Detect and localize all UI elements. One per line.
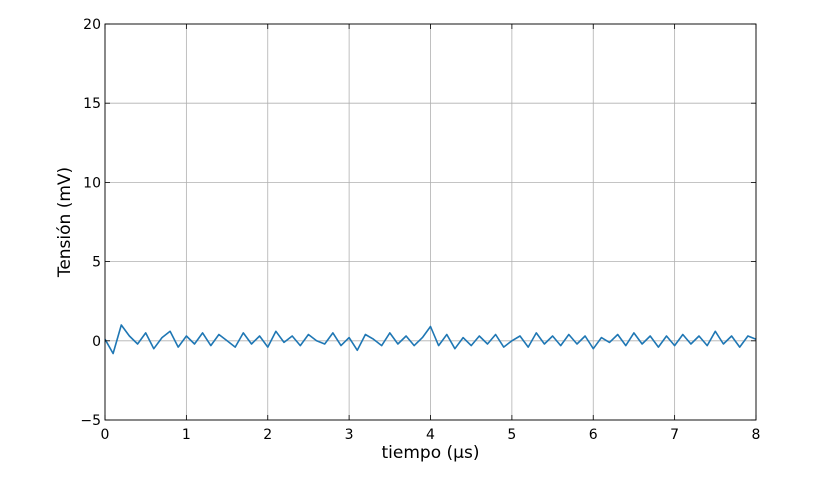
y-tick-label: 0 — [92, 334, 101, 350]
y-tick-label: 20 — [83, 17, 101, 33]
x-tick-label: 7 — [670, 427, 679, 443]
x-tick-label: 5 — [507, 427, 516, 443]
x-axis-label: tiempo (µs) — [382, 443, 480, 463]
y-tick-label: 15 — [83, 96, 101, 112]
x-tick-label: 3 — [345, 427, 354, 443]
x-axis-ticks: 0 1 2 3 4 5 6 7 8 — [101, 24, 761, 443]
x-tick-label: 2 — [263, 427, 272, 443]
grid-lines — [104, 23, 757, 421]
x-tick-label: 4 — [426, 427, 435, 443]
y-axis-label: Tensión (mV) — [55, 167, 75, 278]
x-tick-label: 1 — [182, 427, 191, 443]
x-tick-label: 8 — [752, 427, 761, 443]
y-tick-label: −5 — [80, 413, 101, 429]
y-tick-label: 5 — [92, 255, 101, 271]
series-line — [104, 324, 757, 355]
y-tick-label: 10 — [83, 175, 101, 191]
x-tick-label: 0 — [101, 427, 110, 443]
x-tick-label: 6 — [589, 427, 598, 443]
y-axis-ticks: −5 0 5 10 15 20 — [80, 17, 756, 429]
